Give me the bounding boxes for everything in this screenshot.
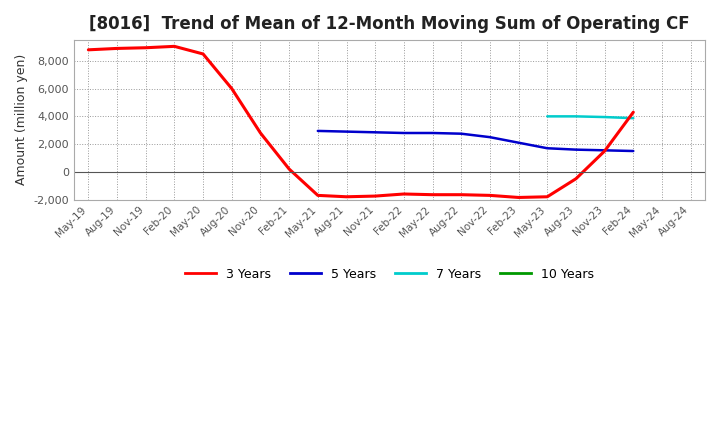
Y-axis label: Amount (million yen): Amount (million yen) <box>15 54 28 185</box>
Legend: 3 Years, 5 Years, 7 Years, 10 Years: 3 Years, 5 Years, 7 Years, 10 Years <box>180 263 599 286</box>
Title: [8016]  Trend of Mean of 12-Month Moving Sum of Operating CF: [8016] Trend of Mean of 12-Month Moving … <box>89 15 690 33</box>
